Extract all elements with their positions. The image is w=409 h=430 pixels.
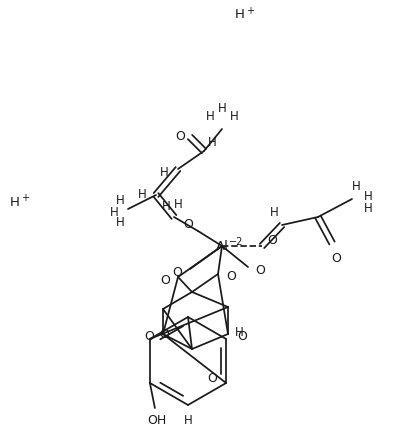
Text: H: H — [364, 201, 372, 214]
Text: H: H — [229, 109, 238, 122]
Text: H: H — [116, 216, 124, 229]
Text: O: O — [207, 372, 217, 384]
Text: H: H — [184, 414, 192, 427]
Text: H: H — [116, 193, 124, 206]
Text: H: H — [235, 325, 243, 338]
Text: H: H — [208, 135, 216, 148]
Text: H: H — [218, 101, 226, 114]
Text: H: H — [137, 187, 146, 200]
Text: O: O — [144, 330, 154, 343]
Text: H: H — [10, 195, 20, 208]
Text: O: O — [175, 129, 185, 142]
Text: OH: OH — [147, 414, 166, 427]
Text: O: O — [183, 218, 193, 231]
Text: H: H — [235, 7, 245, 21]
Text: H: H — [174, 197, 182, 210]
Text: O: O — [159, 328, 169, 341]
Text: H: H — [160, 165, 169, 178]
Text: H: H — [364, 189, 372, 202]
Text: H: H — [270, 205, 279, 218]
Text: O: O — [331, 251, 341, 264]
Text: O: O — [160, 273, 170, 286]
Text: −2: −2 — [229, 237, 243, 246]
Text: H: H — [206, 109, 214, 122]
Text: O: O — [267, 233, 277, 246]
Text: +: + — [21, 193, 29, 203]
Text: O: O — [255, 263, 265, 276]
Text: H: H — [110, 205, 118, 218]
Text: +: + — [246, 6, 254, 16]
Text: O: O — [172, 265, 182, 278]
Text: O: O — [226, 270, 236, 283]
Text: H: H — [352, 179, 360, 192]
Text: H: H — [162, 199, 171, 212]
Text: Al: Al — [216, 240, 229, 253]
Text: O: O — [237, 330, 247, 343]
